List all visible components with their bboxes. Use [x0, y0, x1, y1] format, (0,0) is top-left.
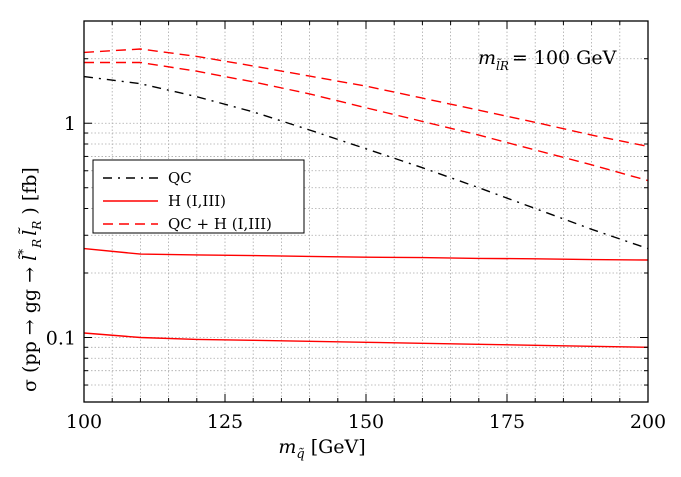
annotation-slepton-mass: ml̃R = 100 GeV	[478, 47, 617, 73]
y-axis-label: σ (pp → gg → l̃*Rl̃R ) [fb]	[16, 167, 44, 392]
series-line-qc-h-i-iii--4	[84, 61, 649, 182]
x-axis-label: mq̃ [GeV]	[278, 436, 365, 462]
x-tick-label: 125	[207, 411, 243, 433]
series-line-h-i-iii--2	[83, 332, 649, 348]
x-tick-label: 100	[66, 411, 102, 433]
y-tick-label: 0.1	[46, 327, 76, 349]
x-tick-label: 175	[489, 411, 525, 433]
x-tick-label: 200	[630, 411, 666, 433]
series-line-qc-0	[83, 75, 649, 250]
legend-box	[92, 159, 305, 234]
ticks	[84, 20, 648, 403]
y-tick-label: 1	[64, 113, 76, 135]
legend-label: QC	[168, 169, 192, 187]
grid	[84, 21, 648, 402]
series-line-h-i-iii--1	[83, 247, 649, 261]
legend-label: QC + H (I,III)	[168, 215, 272, 233]
legend: QC H (I,III) QC + H (I,III)	[92, 159, 305, 234]
legend-label: H (I,III)	[168, 192, 226, 210]
x-tick-label: 150	[348, 411, 384, 433]
x-tick-labels: 100 125 150 175 200	[66, 411, 666, 433]
series-lines	[83, 48, 649, 348]
y-tick-labels: 0.11	[46, 113, 76, 349]
